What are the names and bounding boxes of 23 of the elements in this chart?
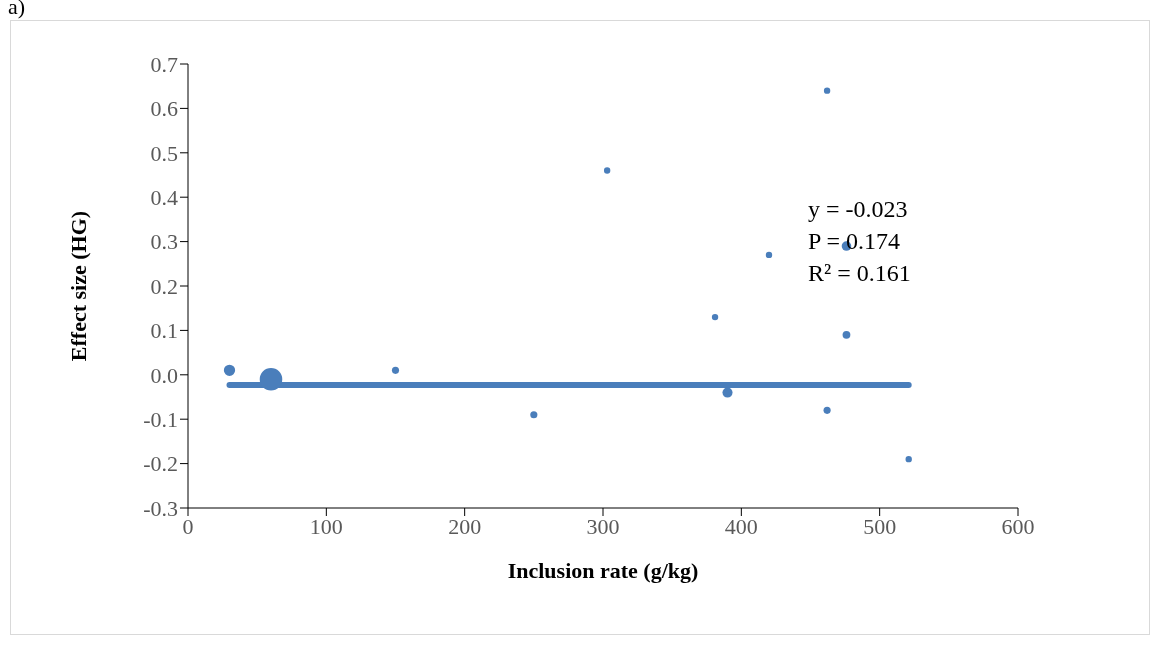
y-tick-label: -0.1 (143, 407, 178, 433)
y-tick-label: -0.3 (143, 495, 178, 521)
y-tick-label: -0.2 (143, 451, 178, 477)
y-tick-label: 0.0 (150, 362, 178, 388)
annotation: R² = 0.161 (808, 259, 911, 288)
x-tick-label: 300 (586, 513, 620, 539)
x-tick-label: 600 (1001, 513, 1035, 539)
y-tick-label: 0.6 (150, 96, 178, 122)
x-tick-label: 400 (724, 513, 758, 539)
x-tick-label: 0 (182, 513, 194, 539)
x-tick-label: 500 (863, 513, 897, 539)
annotation: y = -0.023 (808, 195, 909, 224)
x-tick-label: 200 (448, 513, 482, 539)
y-axis-title: Effect size (HG) (65, 210, 91, 362)
y-tick-label: 0.7 (150, 51, 178, 77)
y-tick-label: 0.4 (150, 185, 178, 211)
y-tick-label: 0.1 (150, 318, 178, 344)
x-axis-title: Inclusion rate (g/kg) (507, 558, 699, 583)
annotation: P = 0.174 (808, 227, 901, 256)
y-tick-label: 0.5 (150, 140, 178, 166)
y-tick-label: 0.2 (150, 273, 178, 299)
x-tick-label: 100 (309, 513, 343, 539)
y-tick-label: 0.3 (150, 229, 178, 255)
